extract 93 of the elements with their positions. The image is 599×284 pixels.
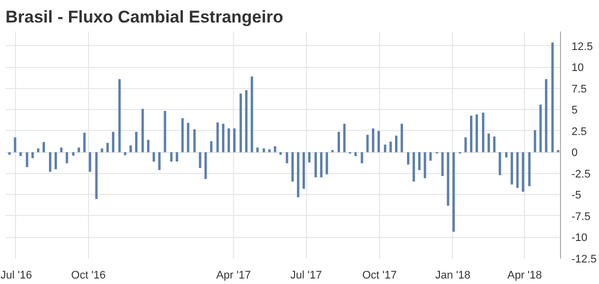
bar	[233, 128, 236, 152]
bar	[470, 116, 472, 152]
bar	[60, 148, 63, 152]
bar	[170, 152, 173, 162]
y-tick-label: -2.5	[572, 168, 590, 180]
bar	[228, 128, 230, 152]
bar	[279, 152, 282, 155]
bar	[72, 152, 74, 156]
bar	[147, 140, 150, 152]
bar	[222, 124, 224, 152]
bar	[464, 137, 467, 152]
bar	[296, 152, 300, 198]
bar	[106, 142, 109, 152]
x-tick-label: Jul '17	[290, 270, 322, 282]
bar	[37, 148, 40, 152]
bar	[400, 124, 404, 152]
bar	[320, 152, 322, 178]
bar	[250, 76, 254, 152]
bar	[377, 130, 380, 152]
chart-title: Brasil - Fluxo Cambial Estrangeiro	[6, 8, 284, 26]
bar	[112, 132, 114, 152]
y-tick-label: -12.5	[572, 254, 597, 266]
bar	[493, 136, 496, 152]
bar	[424, 152, 426, 178]
bar	[505, 152, 508, 158]
bar	[141, 108, 144, 152]
bar	[482, 112, 484, 152]
bar	[204, 152, 207, 180]
bar	[186, 122, 190, 152]
bar	[19, 152, 22, 156]
y-tick-label: 2.5	[572, 126, 587, 138]
bar	[198, 152, 202, 168]
bar	[544, 79, 548, 152]
bar	[42, 142, 45, 152]
bar	[510, 152, 514, 185]
bar	[8, 152, 11, 155]
bar	[95, 152, 98, 199]
bar	[54, 152, 57, 170]
bar	[245, 90, 248, 152]
x-tick-label: Jan '18	[435, 270, 470, 282]
bar	[124, 152, 126, 156]
bar	[48, 152, 52, 172]
bar	[216, 122, 219, 152]
bar	[291, 152, 294, 182]
bar	[395, 136, 398, 152]
x-tick-label: Jul '16	[0, 270, 32, 282]
bar	[176, 152, 178, 162]
y-tick-label: -5	[572, 190, 582, 202]
bar	[354, 152, 357, 156]
y-tick-label: 5	[572, 104, 578, 117]
bar	[308, 152, 311, 162]
x-tick-label: Apr '17	[216, 270, 251, 282]
bar	[384, 144, 386, 152]
bar	[314, 152, 317, 178]
y-tick-label: 7.5	[572, 83, 587, 96]
bar	[31, 152, 34, 158]
bar	[240, 94, 242, 152]
y-tick-label: 0	[572, 147, 578, 160]
bar	[412, 152, 415, 182]
bar	[372, 128, 374, 152]
bar	[326, 152, 328, 174]
bar	[488, 134, 490, 152]
bar	[262, 148, 266, 152]
bar	[360, 152, 364, 164]
bar	[152, 152, 156, 162]
bar	[302, 152, 305, 189]
bar	[539, 104, 542, 152]
bar	[135, 132, 138, 152]
bar	[476, 114, 478, 152]
bar	[158, 152, 161, 170]
x-tick-label: Oct '17	[362, 270, 397, 282]
bar	[389, 142, 392, 152]
bar	[498, 152, 502, 176]
y-tick-label: 12.5	[572, 40, 593, 53]
bar	[452, 152, 455, 232]
y-tick-label: -7.5	[572, 210, 590, 223]
bar	[78, 148, 80, 152]
bar	[418, 152, 421, 170]
bar	[407, 152, 410, 165]
bar	[338, 132, 340, 152]
bar	[66, 152, 68, 164]
bar	[210, 141, 212, 152]
bar	[528, 152, 531, 186]
y-tick-label: -10	[572, 232, 588, 244]
bar	[343, 124, 346, 152]
bar	[83, 132, 86, 152]
bar	[446, 152, 450, 206]
x-tick-label: Apr '18	[507, 270, 542, 282]
bar	[516, 152, 519, 188]
bar	[14, 137, 16, 152]
bar	[130, 145, 132, 152]
y-tick-label: 10	[572, 62, 584, 74]
x-tick-label: Oct '16	[71, 270, 106, 282]
